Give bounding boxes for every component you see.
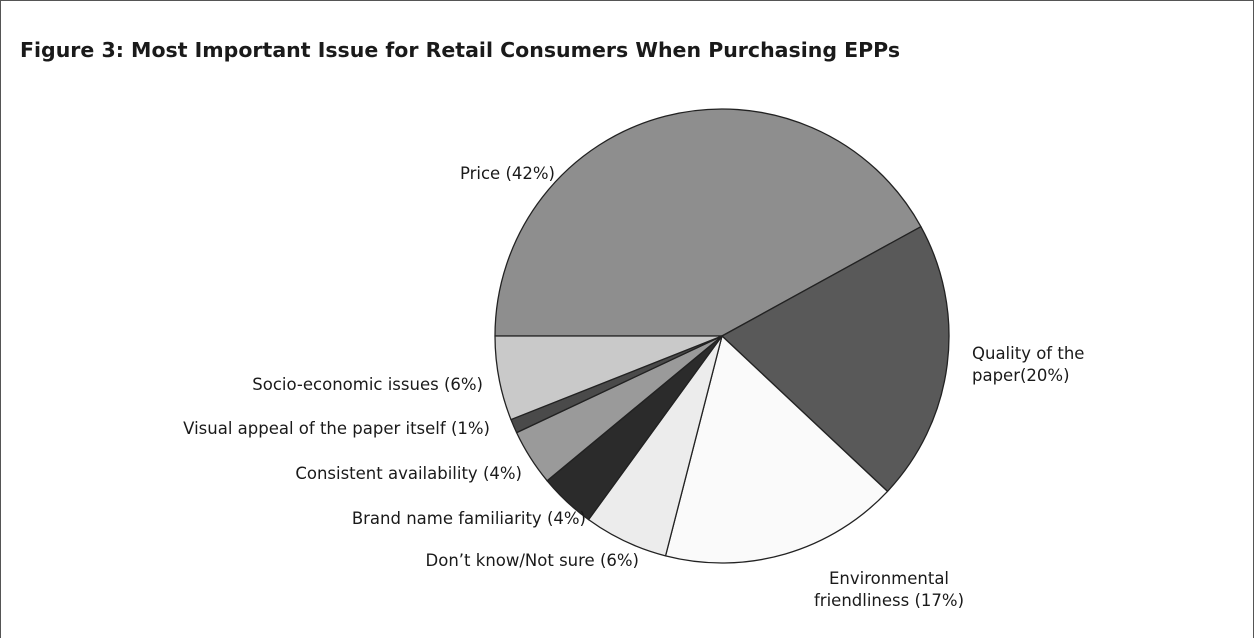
slice-label: Socio-economic issues (6%) bbox=[252, 375, 483, 394]
pie-slice bbox=[494, 108, 922, 337]
slice-label: Quality of the paper(20%) bbox=[972, 344, 1084, 385]
slice-label: Don’t know/Not sure (6%) bbox=[426, 551, 639, 570]
slice-label: Brand name familiarity (4%) bbox=[352, 509, 586, 528]
slice-label: Environmental friendliness (17%) bbox=[814, 569, 964, 610]
chart-title: Figure 3: Most Important Issue for Retai… bbox=[20, 38, 901, 62]
pie-slice bbox=[494, 335, 723, 421]
slice-label: Visual appeal of the paper itself (1%) bbox=[183, 419, 490, 438]
pie-slice bbox=[721, 225, 950, 493]
pie-slice bbox=[664, 335, 889, 564]
slice-label: Consistent availability (4%) bbox=[295, 464, 522, 483]
slice-label: Price (42%) bbox=[460, 164, 555, 183]
